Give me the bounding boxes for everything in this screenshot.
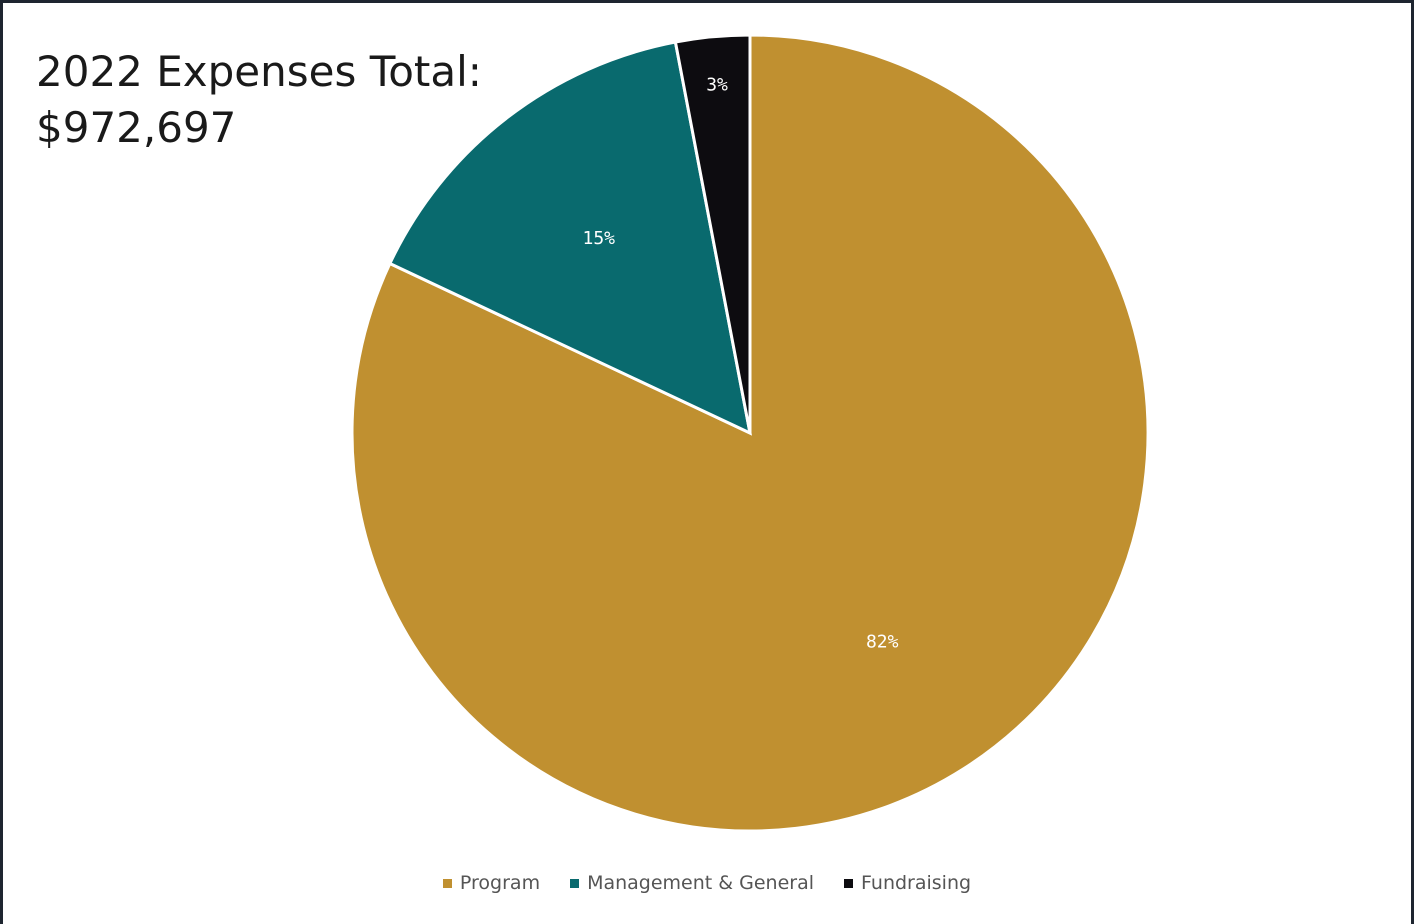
legend-label-fundraising: Fundraising (861, 872, 972, 894)
legend-swatch-management-general (570, 878, 580, 888)
title-line-1: 2022 Expenses Total: (36, 47, 482, 96)
slice-label-program: 82% (866, 631, 899, 652)
legend-label-management-general: Management & General (587, 872, 815, 894)
pie-slices (350, 33, 1150, 833)
legend-item-management-general: Management & General (570, 872, 814, 894)
legend: Program Management & General Fundraising (0, 872, 1414, 894)
pie-chart: 82% 15% 3% (350, 33, 1150, 833)
pie-slice-management-general (387, 40, 753, 436)
legend-swatch-program (442, 878, 452, 888)
legend-item-program: Program (442, 872, 541, 894)
legend-swatch-fundraising (844, 878, 854, 888)
pie-labels: 82% 15% 3% (583, 74, 899, 652)
slice-label-management-general: 15% (583, 228, 616, 249)
chart-title: 2022 Expenses Total: $972,697 (36, 44, 482, 156)
legend-item-fundraising: Fundraising (844, 872, 971, 894)
legend-label-program: Program (459, 872, 541, 894)
title-line-2-total: $972,697 (36, 103, 237, 152)
slice-label-fundraising: 3% (706, 74, 728, 95)
pie-slice-fundraising (673, 33, 752, 434)
